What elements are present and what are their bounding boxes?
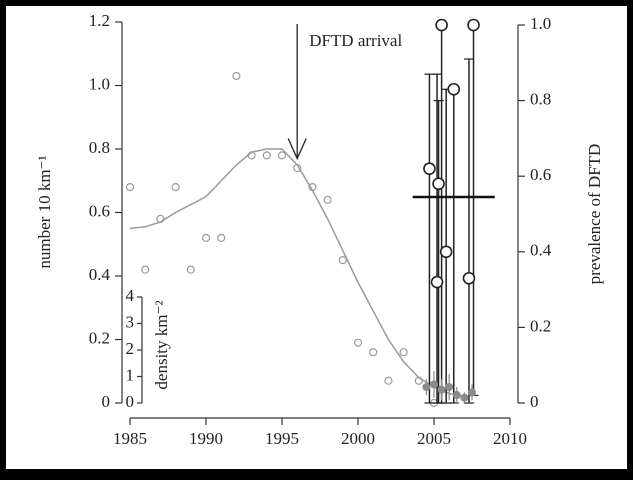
y-axis-label: number 10 km⁻¹ (35, 155, 54, 268)
count-point (384, 376, 393, 385)
y-tick-label: 0.8 (89, 138, 110, 157)
y2-tick-label: 0 (530, 392, 539, 411)
y-tick-label: 0.4 (89, 265, 111, 284)
count-point (353, 338, 363, 347)
arrival-label: DFTD arrival (309, 31, 402, 50)
count-point (186, 265, 195, 274)
prevalence-point (467, 18, 480, 32)
count-point (399, 348, 408, 357)
inset-axis-label: density km⁻² (152, 300, 171, 389)
prevalence-point (432, 177, 445, 191)
count-point (369, 348, 378, 357)
count-point (171, 183, 180, 192)
y2-axis-label: prevalence of DFTD (585, 144, 604, 285)
fit-line (129, 148, 465, 398)
inset-tick-label: 1 (126, 365, 135, 384)
inset-tick-label: 4 (126, 286, 135, 305)
count-point (338, 256, 347, 265)
count-point (217, 233, 226, 242)
count-point (232, 71, 241, 81)
prevalence-point (439, 245, 453, 259)
x-tick-label: 2010 (493, 429, 527, 448)
x-tick-label: 1990 (189, 429, 223, 448)
y-tick-label: 0 (102, 392, 111, 411)
y-tick-label: 1.0 (89, 74, 110, 93)
density-point (422, 383, 431, 392)
x-tick-label: 2005 (417, 429, 451, 448)
inset-tick-label: 2 (126, 339, 135, 358)
density-point (437, 385, 446, 394)
prevalence-point (435, 18, 448, 32)
density-point (445, 383, 454, 392)
y2-tick-label: 0.6 (530, 165, 551, 184)
y2-tick-label: 1.0 (530, 14, 551, 33)
count-point (125, 183, 135, 192)
count-point (262, 151, 271, 160)
inset-tick-label: 3 (126, 312, 135, 331)
y2-tick-label: 0.8 (530, 90, 551, 109)
count-point (201, 233, 211, 242)
inset-tick-label: 0 (126, 392, 135, 411)
density-point (430, 380, 438, 389)
prevalence-point (462, 271, 476, 285)
y-tick-label: 0.6 (89, 201, 110, 220)
arrow-head (287, 138, 307, 161)
density-point (452, 391, 461, 400)
count-point (277, 151, 287, 160)
x-tick-label: 1995 (265, 429, 299, 448)
prevalence-point (447, 82, 461, 96)
y2-tick-label: 0.2 (530, 316, 551, 335)
panel (6, 6, 627, 469)
density-point (468, 388, 476, 397)
x-tick-label: 2000 (341, 429, 375, 448)
y-tick-label: 0.2 (89, 328, 110, 347)
y2-tick-label: 0.4 (530, 241, 552, 260)
y-tick-label: 1.2 (89, 11, 110, 30)
x-tick-label: 1985 (113, 429, 147, 448)
prevalence-point (430, 275, 444, 289)
prevalence-point (423, 162, 436, 175)
density-point (460, 393, 469, 402)
count-point (141, 265, 150, 274)
count-point (323, 195, 332, 204)
